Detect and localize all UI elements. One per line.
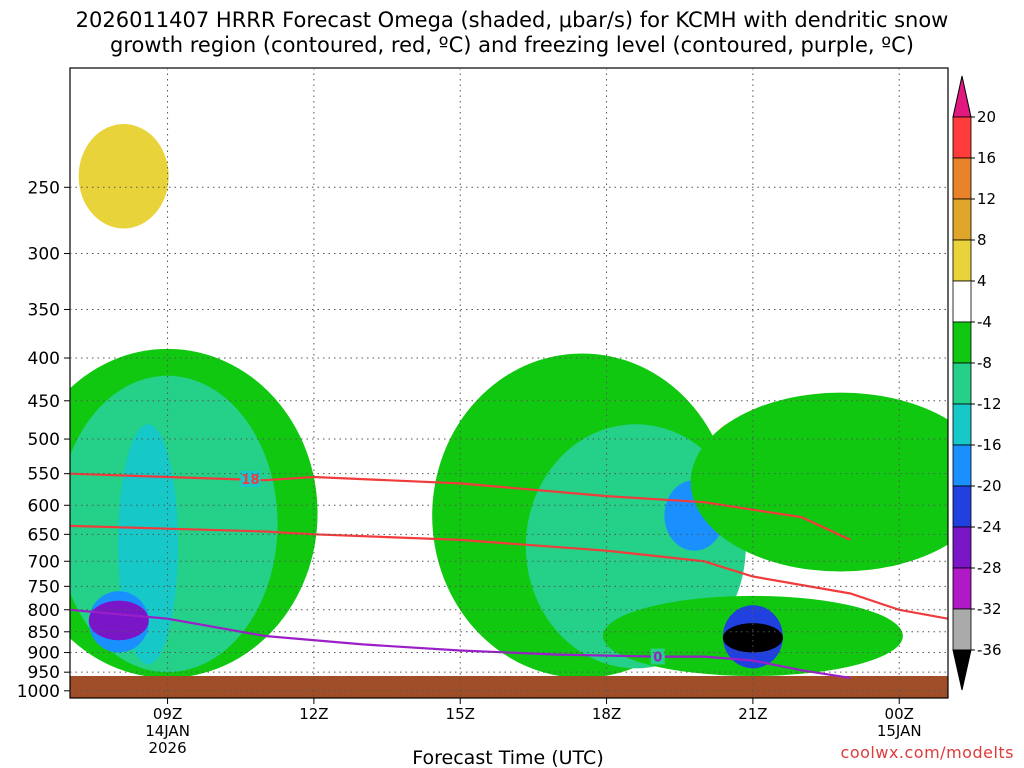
colorbar-bin-10 (952, 526, 972, 569)
x-tick-label-0: 09Z (153, 705, 182, 723)
colorbar-label-12: -32 (977, 600, 1002, 618)
colorbar-bin-7 (952, 403, 972, 446)
y-tick-label-14: 950 (28, 663, 60, 683)
freezing-level-label: 0 (653, 651, 662, 666)
colorbar-bin-2 (952, 198, 972, 241)
colorbar-bin-3 (952, 239, 972, 282)
omega-region-12 (722, 623, 783, 653)
colorbar-top-arrow (952, 75, 972, 118)
colorbar-label-4: 4 (977, 272, 987, 290)
colorbar-label-6: -8 (977, 354, 992, 372)
axes: 2503003504004505005506006507007508008509… (17, 68, 948, 757)
y-tick-label-6: 550 (28, 465, 60, 485)
y-tick-label-4: 450 (28, 392, 60, 412)
x-tick-label-1: 12Z (299, 705, 328, 723)
y-tick-label-9: 700 (28, 552, 60, 572)
x-tick-label-2: 15Z (446, 705, 475, 723)
colorbar-label-7: -12 (977, 395, 1002, 413)
omega-region-15 (800, 201, 891, 385)
y-tick-label-5: 500 (28, 430, 60, 450)
colorbar-label-10: -24 (977, 518, 1002, 536)
colorbar-bin-11 (952, 567, 972, 610)
colorbar-label-8: -16 (977, 436, 1002, 454)
colorbar: 20 16 12 8 4 -4 -8 -12 -16 -20 -24 -28 -32 -36 (952, 75, 1002, 691)
x-axis-label: Forecast Time (UTC) (412, 747, 603, 768)
x-tick-label-5: 00Z (885, 705, 914, 723)
colorbar-bin-9 (952, 485, 972, 528)
chart-title-line2: growth region (contoured, red, ºC) and f… (110, 33, 914, 57)
omega-region-16 (690, 392, 948, 572)
y-tick-label-0: 250 (28, 178, 60, 198)
colorbar-label-5: -4 (977, 313, 992, 331)
y-tick-label-1: 300 (28, 245, 60, 265)
colorbar-label-9: -20 (977, 477, 1002, 495)
dgz-contour-0 (70, 472, 851, 541)
dgz-contour-1 (70, 524, 948, 620)
y-tick-label-8: 650 (28, 525, 60, 545)
colorbar-bottom-arrow (952, 649, 972, 691)
credit-text: coolwx.com/modelts (840, 743, 1014, 762)
plot-frame (69, 67, 949, 699)
colorbar-bin-12 (952, 608, 972, 651)
colorbar-label-13: -36 (977, 641, 1002, 659)
omega-region-1 (78, 123, 169, 229)
x-tick-label-3: 18Z (592, 705, 621, 723)
colorbar-bin-8 (952, 444, 972, 487)
y-tick-label-15: 1000 (17, 682, 60, 702)
y-tick-label-10: 750 (28, 577, 60, 597)
omega-region-6 (88, 600, 149, 641)
colorbar-bin-0 (952, 116, 972, 159)
colorbar-bin-6 (952, 362, 972, 405)
x-tick-label-4: 21Z (738, 705, 767, 723)
dgz-label-bg-0 (240, 470, 261, 487)
colorbar-label-2: 12 (977, 190, 996, 208)
y-tick-label-7: 600 (28, 496, 60, 516)
y-tick-label-2: 350 (28, 301, 60, 321)
y-tick-label-12: 850 (28, 623, 60, 643)
colorbar-bin-4 (952, 280, 972, 323)
freezing-level-contour (70, 608, 851, 679)
colorbar-bin-1 (952, 157, 972, 200)
plot-area: 18 0 (70, 68, 948, 698)
y-tick-label-13: 900 (28, 644, 60, 664)
colorbar-label-3: 8 (977, 231, 987, 249)
colorbar-label-11: -28 (977, 559, 1002, 577)
x-tick-date-5: 15JAN (877, 722, 922, 740)
x-tick-year-0: 2026 (148, 739, 186, 757)
y-tick-label-3: 400 (28, 349, 60, 369)
colorbar-label-1: 16 (977, 149, 996, 167)
dgz-contour-label-0: 18 (241, 473, 259, 488)
colorbar-label-0: 20 (977, 108, 996, 126)
chart-title-line1: 2026011407 HRRR Forecast Omega (shaded, … (75, 8, 949, 32)
colorbar-bin-5 (952, 321, 972, 364)
x-tick-date-0: 14JAN (145, 722, 190, 740)
ground-surface (70, 675, 948, 698)
y-tick-label-11: 800 (28, 601, 60, 621)
